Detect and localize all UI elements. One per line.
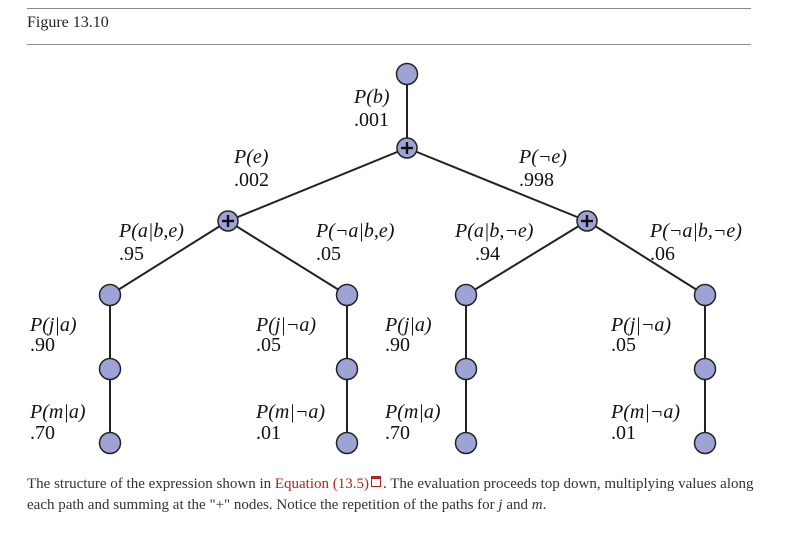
figure-caption: The structure of the expression shown in… — [27, 474, 755, 516]
chain-1-j-value: .90 — [30, 334, 55, 356]
edge-left-plus-to-not-a — [227, 220, 348, 296]
chain-4-j-value: .05 — [611, 334, 636, 356]
chain-2-j-node — [335, 357, 359, 381]
root-node — [395, 62, 419, 86]
chain-2-m-node — [335, 431, 359, 455]
plus-node-right — [576, 210, 598, 232]
edge-right-plus-to-a — [465, 220, 588, 296]
chain-1-j-node — [98, 357, 122, 381]
edge-left-right-value: .05 — [316, 243, 341, 265]
chain-3-j-value: .90 — [385, 334, 410, 356]
chain-2-m-value: .01 — [256, 422, 281, 444]
chain-3-m-label: P(m|a) — [384, 401, 441, 423]
chain-3-a-node — [454, 283, 478, 307]
edge-right-plus-to-not-a — [586, 220, 706, 296]
top-rule — [27, 8, 751, 9]
chain-4-j-node — [693, 357, 717, 381]
edge-plus-to-right-plus — [406, 147, 588, 222]
edge-left-left-label: P(a|b,e) — [118, 220, 184, 242]
chain-4-m-value: .01 — [611, 422, 636, 444]
chain-2-m-label: P(m|¬a) — [255, 401, 325, 423]
caption-end: . — [542, 497, 547, 513]
evaluation-tree-diagram: P(b) .001 P(e) .002 P(¬e) .998 P(a|b,e) … — [29, 62, 742, 455]
figure-title: Figure 13.10 — [27, 14, 109, 31]
chain-4-m-label: P(m|¬a) — [610, 401, 680, 423]
right-branch-label: P(¬e) — [518, 146, 567, 168]
right-branch-value: .998 — [519, 169, 554, 191]
caption-var-j: j — [498, 497, 503, 513]
chain-2-a-node — [335, 283, 359, 307]
chain-1-a-node — [98, 283, 122, 307]
edge-left-right-label: P(¬a|b,e) — [315, 220, 395, 242]
tree-labels: P(b) .001 P(e) .002 P(¬e) .998 P(a|b,e) … — [29, 86, 742, 444]
edge-right-left-label: P(a|b,¬e) — [454, 220, 534, 242]
chain-1-m-node — [98, 431, 122, 455]
external-link-icon[interactable] — [371, 476, 382, 487]
chain-3-m-value: .70 — [385, 422, 410, 444]
caption-body: . The evaluation proceeds top down, mult… — [27, 476, 754, 513]
title-rule — [27, 44, 751, 45]
edge-left-plus-to-a — [109, 220, 229, 296]
chain-3-j-label: P(j|a) — [384, 314, 432, 336]
edge-plus-to-left-plus — [227, 147, 408, 222]
chain-1-m-value: .70 — [30, 422, 55, 444]
root-label: P(b) — [353, 86, 390, 108]
left-branch-value: .002 — [234, 169, 269, 191]
chain-4-j-label: P(j|¬a) — [610, 314, 671, 336]
chain-3-j-node — [454, 357, 478, 381]
tree-nodes — [98, 62, 717, 455]
chain-4-m-node — [693, 431, 717, 455]
chain-1-m-label: P(m|a) — [29, 401, 86, 423]
plus-node-top — [396, 137, 418, 159]
chain-2-j-label: P(j|¬a) — [255, 314, 316, 336]
caption-intro: The structure of the expression shown in — [27, 476, 275, 492]
equation-link[interactable]: Equation (13.5) — [274, 476, 370, 492]
edge-left-left-value: .95 — [119, 243, 144, 265]
root-value: .001 — [354, 109, 389, 131]
caption-var-m: m — [531, 497, 543, 513]
edge-right-right-value: .06 — [650, 243, 675, 265]
edge-right-right-label: P(¬a|b,¬e) — [649, 220, 742, 242]
chain-2-j-value: .05 — [256, 334, 281, 356]
plus-node-left — [217, 210, 239, 232]
chain-4-a-node — [693, 283, 717, 307]
chain-1-j-label: P(j|a) — [29, 314, 77, 336]
edge-right-left-value: .94 — [475, 243, 500, 265]
tree-edges — [109, 74, 706, 443]
chain-3-m-node — [454, 431, 478, 455]
caption-and: and — [502, 497, 532, 513]
left-branch-label: P(e) — [233, 146, 269, 168]
